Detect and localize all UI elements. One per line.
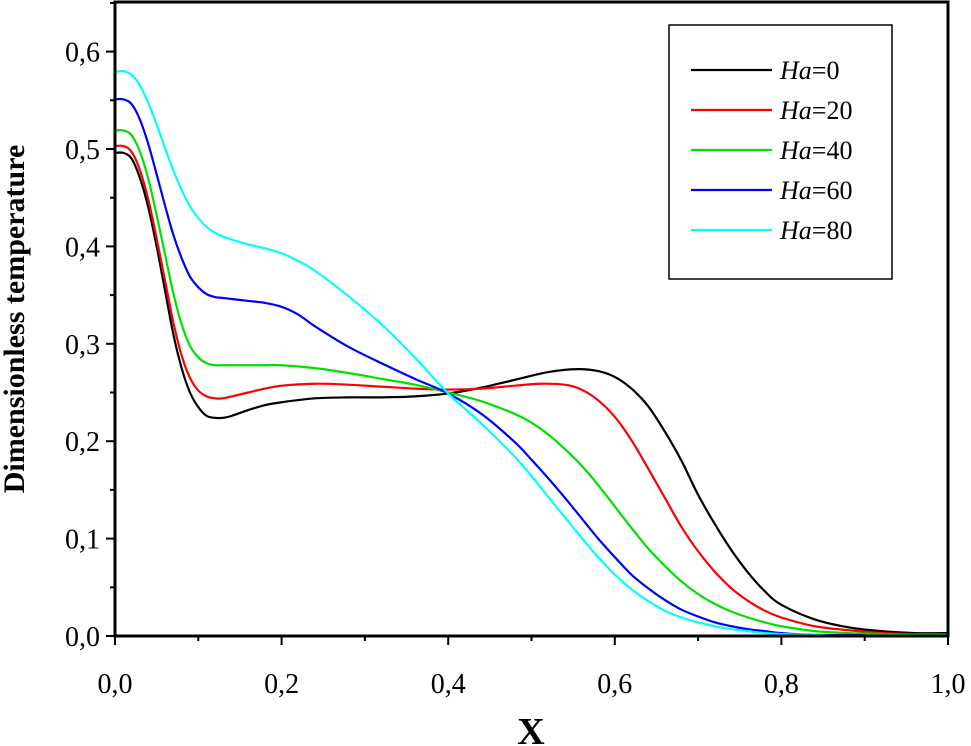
y-tick-label: 0,5 bbox=[65, 135, 100, 166]
x-tick-label: 0,0 bbox=[98, 669, 133, 700]
y-tick-label: 0,0 bbox=[65, 622, 100, 653]
x-tick-label: 0,4 bbox=[431, 669, 466, 700]
legend-label-3: Ha=60 bbox=[779, 176, 852, 205]
legend-label-2: Ha=40 bbox=[779, 136, 852, 165]
y-axis-title: Dimensionless temperature bbox=[0, 145, 31, 494]
series-line-0 bbox=[114, 151, 949, 635]
y-tick-label: 0,6 bbox=[65, 38, 100, 69]
series-layer bbox=[114, 69, 949, 638]
x-tick-label: 0,6 bbox=[597, 669, 632, 700]
y-tick-label: 0,1 bbox=[65, 525, 100, 556]
x-tick-label: 1,0 bbox=[931, 669, 966, 700]
series-line-4 bbox=[114, 69, 948, 638]
x-tick-label: 0,8 bbox=[764, 669, 799, 700]
series-line-2 bbox=[114, 129, 949, 637]
legend-label-0: Ha=0 bbox=[779, 56, 839, 85]
legend-box bbox=[668, 24, 893, 280]
y-tick-label: 0,4 bbox=[65, 232, 100, 263]
tick-layer: 0,0 0,2 0,4 0,6 0,8 1,0 0,0 0,1 0,2 0,3 0,4 0,5 0,6 bbox=[65, 1, 966, 700]
y-tick-label: 0,2 bbox=[65, 427, 100, 458]
x-axis-title: X bbox=[517, 711, 544, 746]
legend: Ha=0 Ha=20 Ha=40 Ha=60 Ha=80 bbox=[668, 24, 893, 280]
legend-label-1: Ha=20 bbox=[779, 96, 852, 125]
legend-label-4: Ha=80 bbox=[779, 216, 852, 245]
series-line-1 bbox=[114, 144, 949, 636]
x-tick-label: 0,2 bbox=[264, 669, 299, 700]
y-tick-label: 0,3 bbox=[65, 330, 100, 361]
